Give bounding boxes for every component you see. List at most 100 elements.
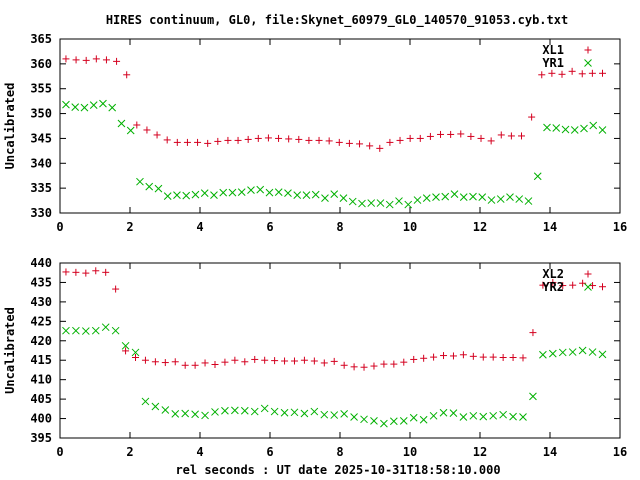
data-point <box>440 352 448 360</box>
data-point <box>295 135 303 143</box>
data-point <box>72 268 80 276</box>
data-point <box>240 406 249 415</box>
y-tick-label: 395 <box>30 431 52 445</box>
plot-frame <box>59 262 621 439</box>
data-point <box>219 188 228 197</box>
data-point <box>72 326 80 335</box>
data-point <box>360 363 368 371</box>
data-point <box>350 413 358 421</box>
data-point <box>310 407 319 416</box>
data-point <box>519 413 527 421</box>
data-point <box>543 123 551 132</box>
data-point <box>330 357 338 365</box>
x-tick-label: 8 <box>336 445 343 459</box>
data-point <box>370 362 378 370</box>
x-tick-label: 14 <box>543 445 557 459</box>
data-point <box>214 137 222 145</box>
data-point <box>410 355 418 363</box>
data-point <box>62 268 70 276</box>
data-point <box>477 134 485 142</box>
y-tick-label: 345 <box>30 131 52 145</box>
data-point <box>340 361 348 369</box>
legend-marker-YR1 <box>584 59 592 67</box>
data-point <box>201 411 209 420</box>
data-point <box>112 285 120 293</box>
data-point <box>305 136 313 144</box>
data-point <box>599 69 606 77</box>
data-point <box>558 70 566 78</box>
data-point <box>395 197 403 205</box>
data-point <box>191 361 199 369</box>
data-point <box>122 347 130 355</box>
data-point <box>80 103 89 112</box>
y-tick-label: 400 <box>30 412 52 426</box>
data-point <box>181 409 190 418</box>
data-point <box>399 417 408 425</box>
x-tick-label: 0 <box>56 220 63 234</box>
data-point <box>400 358 408 366</box>
data-point <box>72 56 80 64</box>
x-tick-label: 4 <box>196 445 203 459</box>
data-point <box>419 415 428 424</box>
data-point <box>92 55 100 63</box>
data-point <box>449 409 458 417</box>
panel-top: 0 2 4 6 8 10 12 14 16 330 335 340 345 350 355 360 365 Unc… <box>3 32 627 234</box>
data-point <box>143 126 151 134</box>
data-point <box>281 357 289 365</box>
data-point <box>386 138 394 146</box>
data-point <box>194 138 202 146</box>
data-point <box>302 191 311 199</box>
data-point <box>260 404 269 413</box>
data-point <box>111 326 120 335</box>
data-point <box>548 69 556 77</box>
data-point <box>598 350 607 359</box>
data-point <box>141 356 149 364</box>
data-point <box>422 194 431 202</box>
x-axis-label: rel seconds : UT date 2025-10-31T18:58:1… <box>175 463 500 477</box>
data-point <box>153 131 161 139</box>
data-point <box>62 100 70 109</box>
data-point <box>496 195 505 203</box>
data-point <box>561 125 570 134</box>
data-point <box>300 356 308 364</box>
data-point <box>92 267 100 275</box>
data-point <box>450 190 459 198</box>
data-point <box>254 134 262 142</box>
data-point <box>271 357 279 365</box>
data-point <box>62 55 70 63</box>
data-point <box>108 103 117 112</box>
data-point <box>489 353 497 361</box>
data-point <box>293 191 302 199</box>
data-point <box>102 56 110 64</box>
data-point <box>432 193 440 201</box>
data-point <box>409 413 418 422</box>
data-point <box>228 188 237 197</box>
data-point <box>449 352 457 360</box>
data-point <box>113 57 121 65</box>
data-point <box>265 188 274 197</box>
data-point <box>133 121 141 129</box>
data-point <box>366 142 374 150</box>
data-point <box>559 282 567 290</box>
data-point <box>506 193 514 201</box>
data-point <box>62 326 70 335</box>
data-point <box>221 406 229 415</box>
data-point <box>568 67 576 75</box>
data-point <box>89 101 98 109</box>
data-point <box>380 419 388 428</box>
legend-label-XL1: XL1 <box>542 43 564 57</box>
data-point <box>487 137 495 145</box>
legend-label-YR2: YR2 <box>542 280 564 294</box>
data-point <box>479 353 487 361</box>
data-point <box>284 189 292 197</box>
data-point <box>264 134 272 142</box>
data-point <box>231 406 239 415</box>
data-point <box>350 363 358 371</box>
y-tick-label: 330 <box>30 206 52 220</box>
y-tick-label: 440 <box>30 256 52 270</box>
data-point <box>558 348 567 357</box>
data-point <box>121 341 130 350</box>
y-tick-label: 420 <box>30 334 52 348</box>
data-point <box>241 358 249 366</box>
